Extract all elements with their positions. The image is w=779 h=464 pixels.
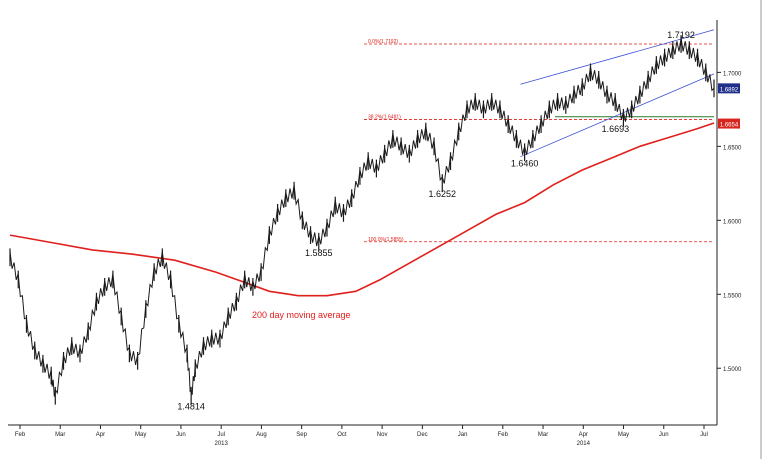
y-tick-label: 1.7000 bbox=[723, 71, 742, 77]
x-tick-label: May bbox=[135, 432, 146, 438]
price-line bbox=[9, 38, 715, 397]
price-annotation: 1.6252 bbox=[429, 189, 457, 199]
price-tag-label: 1.6892 bbox=[720, 87, 739, 93]
price-annotation: 1.6693 bbox=[602, 124, 630, 134]
fib-level-label: 38.2%(1.6481) bbox=[368, 115, 401, 121]
x-tick-label: Apr bbox=[579, 432, 588, 438]
channel-upper-line bbox=[520, 29, 715, 85]
ma-tag bbox=[718, 118, 740, 129]
y-tick-label: 1.6500 bbox=[723, 145, 742, 151]
ma-tag-label: 1.6654 bbox=[720, 123, 739, 129]
x-tick-label: Nov bbox=[377, 432, 388, 438]
x-tick-label: Jan bbox=[458, 432, 468, 438]
price-annotation: 1.7192 bbox=[667, 30, 695, 40]
price-annotation: 1.5855 bbox=[305, 248, 333, 258]
x-tick-label: Mar bbox=[538, 432, 548, 438]
x-tick-label: Oct bbox=[337, 432, 347, 438]
x-tick-label: Jun bbox=[659, 432, 669, 438]
x-year-label: 2013 bbox=[214, 441, 228, 447]
x-tick-label: May bbox=[618, 432, 629, 438]
channel-lower-line bbox=[520, 73, 715, 158]
price-annotation: 1.4814 bbox=[177, 402, 205, 412]
x-tick-label: Apr bbox=[96, 432, 105, 438]
x-tick-label: Dec bbox=[417, 432, 428, 438]
x-tick-label: Sep bbox=[296, 432, 307, 438]
fib-level-label: 0.0%(1.7192) bbox=[368, 39, 398, 45]
x-tick-label: Jun bbox=[176, 432, 186, 438]
x-tick-label: Mar bbox=[55, 432, 65, 438]
y-tick-label: 1.6000 bbox=[723, 219, 742, 225]
fib-level-label: 100.0%(1.5855) bbox=[368, 237, 404, 243]
x-tick-label: Jul bbox=[700, 432, 708, 438]
x-tick-label: Feb bbox=[15, 432, 26, 438]
price-tag bbox=[718, 83, 740, 94]
x-tick-label: Aug bbox=[256, 432, 267, 438]
y-tick-label: 1.5000 bbox=[723, 367, 742, 373]
y-tick-label: 1.5500 bbox=[723, 293, 742, 299]
x-tick-label: Jul bbox=[217, 432, 225, 438]
moving-average-label: 200 day moving average bbox=[252, 310, 351, 320]
x-tick-label: Feb bbox=[498, 432, 509, 438]
price-annotation: 1.6460 bbox=[511, 158, 539, 168]
x-year-label: 2014 bbox=[577, 441, 591, 447]
moving-average-line bbox=[9, 122, 715, 297]
